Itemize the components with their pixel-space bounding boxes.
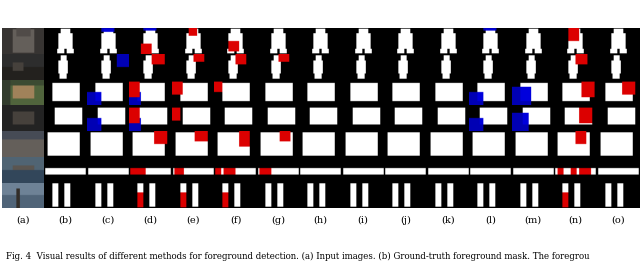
Text: (g): (g) xyxy=(271,216,285,225)
Text: (l): (l) xyxy=(485,216,496,225)
Text: (k): (k) xyxy=(442,216,455,225)
Text: (m): (m) xyxy=(525,216,541,225)
Text: (b): (b) xyxy=(59,216,73,225)
Text: (c): (c) xyxy=(102,216,115,225)
Text: (f): (f) xyxy=(230,216,241,225)
Text: (d): (d) xyxy=(143,216,157,225)
Text: (j): (j) xyxy=(400,216,411,225)
Text: (i): (i) xyxy=(358,216,369,225)
Text: (o): (o) xyxy=(611,216,625,225)
Text: (e): (e) xyxy=(186,216,200,225)
Text: (a): (a) xyxy=(17,216,30,225)
Text: (h): (h) xyxy=(314,216,328,225)
Text: Fig. 4  Visual results of different methods for foreground detection. (a) Input : Fig. 4 Visual results of different metho… xyxy=(6,252,590,261)
Text: (n): (n) xyxy=(568,216,582,225)
